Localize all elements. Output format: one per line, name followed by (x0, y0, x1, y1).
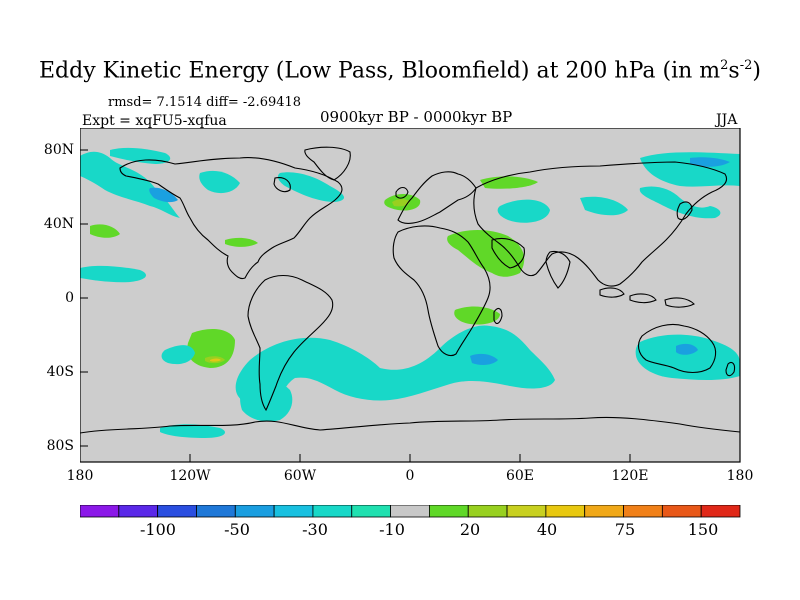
patch-mongolia-cyan (580, 196, 628, 216)
colorbar-box (506, 505, 547, 518)
title-end: ) (752, 58, 761, 84)
coast-indonesia-1 (599, 287, 625, 298)
colorbar-box (312, 505, 353, 518)
patch-south-pacific-green (187, 328, 235, 368)
colorbar-box (390, 505, 430, 518)
coast-africa (392, 225, 491, 357)
patch-arctic-pacific (80, 151, 180, 218)
stats-label: rmsd= 7.1514 diff= -2.69418 (108, 95, 302, 110)
coast-north-america (119, 157, 343, 280)
patch-south-indian-blue (470, 353, 498, 365)
colorbar-label: 75 (614, 520, 636, 539)
coast-asia (473, 161, 728, 287)
patch-europe-lime (392, 199, 410, 207)
patch-australia-blue (676, 343, 698, 355)
patch-south-pacific-yellow (210, 358, 221, 362)
y-tick-label: 80N (43, 142, 74, 158)
patch-west-pac-cyan (80, 265, 146, 283)
coast-japan (676, 201, 693, 221)
y-tick-label: 40S (46, 364, 74, 380)
patch-canada-cyan (199, 170, 240, 194)
colorbar-box (351, 505, 391, 518)
colorbar-box (273, 505, 314, 518)
coast-india (545, 250, 571, 289)
patch-central-asia-cyan (497, 199, 550, 223)
coast-greenland (304, 146, 351, 181)
x-tick-label: 120W (169, 468, 211, 484)
tick-marks (80, 149, 741, 462)
map-background (80, 128, 740, 462)
colorbar-boxes (80, 505, 741, 518)
colorbar-box (196, 505, 236, 518)
colorbar-box (157, 505, 197, 518)
colorbar-label: -10 (379, 520, 405, 539)
title-mid: s (728, 58, 740, 84)
patch-hudson-cyan (277, 172, 345, 202)
x-tick-label: 120E (611, 468, 649, 484)
colorbar-label: 150 (687, 520, 719, 539)
coast-hudson-bay (273, 177, 291, 193)
season-label: JJA (716, 112, 738, 128)
coast-uk (395, 186, 409, 199)
x-tick-label: 60W (283, 468, 317, 484)
x-tick-label: 180 (726, 468, 754, 484)
coast-madagascar (493, 307, 503, 325)
title-main: Eddy Kinetic Energy (Low Pass, Bloomfiel… (39, 58, 721, 84)
colorbar (80, 505, 741, 518)
patch-alaska-blue (149, 187, 178, 203)
colorbar-box (80, 505, 120, 518)
experiment-label: Expt = xqFU5-xqfua (82, 113, 227, 129)
colorbar-label: 40 (536, 520, 558, 539)
patch-japan-cyan (639, 186, 721, 219)
patch-pacific-green (90, 224, 120, 238)
colorbar-label: 20 (459, 520, 481, 539)
coast-new-guinea (664, 297, 695, 308)
x-tick-label: 60E (505, 468, 535, 484)
colorbar-box (623, 505, 663, 518)
coast-new-zealand (725, 361, 736, 377)
chart-title: Eddy Kinetic Energy (Low Pass, Bloomfiel… (0, 58, 800, 83)
patch-antarctic-cyan (160, 424, 225, 438)
coast-antarctica (80, 416, 741, 434)
patch-south-pacific-cyan (161, 345, 195, 365)
y-tick-label: 80S (46, 438, 74, 454)
colorbar-label: -50 (224, 520, 250, 539)
y-tick-label: 0 (65, 290, 74, 306)
coast-australia (637, 323, 717, 374)
colorbar-box (700, 505, 741, 518)
patch-south-atlantic-green (454, 306, 500, 325)
colorbar-label: -30 (302, 520, 328, 539)
title-sup-1: 2 (720, 58, 729, 73)
x-tick-label: 0 (405, 468, 415, 484)
colorbar-box (429, 505, 469, 518)
patch-mexico-green (225, 237, 258, 247)
coast-indonesia-2 (629, 293, 657, 304)
x-tick-label: 180 (66, 468, 94, 484)
patch-southern-band-cyan (235, 325, 555, 410)
colorbar-box (234, 505, 275, 518)
patch-south-america-cyan (240, 376, 293, 422)
patch-pacific-blue (690, 157, 730, 167)
period-label: 0900kyr BP - 0000kyr BP (320, 108, 513, 126)
colorbar-box (545, 505, 586, 518)
colorbar-box (467, 505, 508, 518)
title-sup-2: -2 (739, 58, 753, 73)
y-tick-label: 40N (43, 216, 74, 232)
map-plot (80, 128, 741, 463)
colorbar-box (118, 505, 159, 518)
coast-south-america (247, 274, 334, 412)
colorbar-box (584, 505, 624, 518)
coast-arabia (491, 237, 525, 269)
coastlines (80, 146, 741, 434)
colorbar-label: -100 (140, 520, 176, 539)
colorbar-box (661, 505, 702, 518)
